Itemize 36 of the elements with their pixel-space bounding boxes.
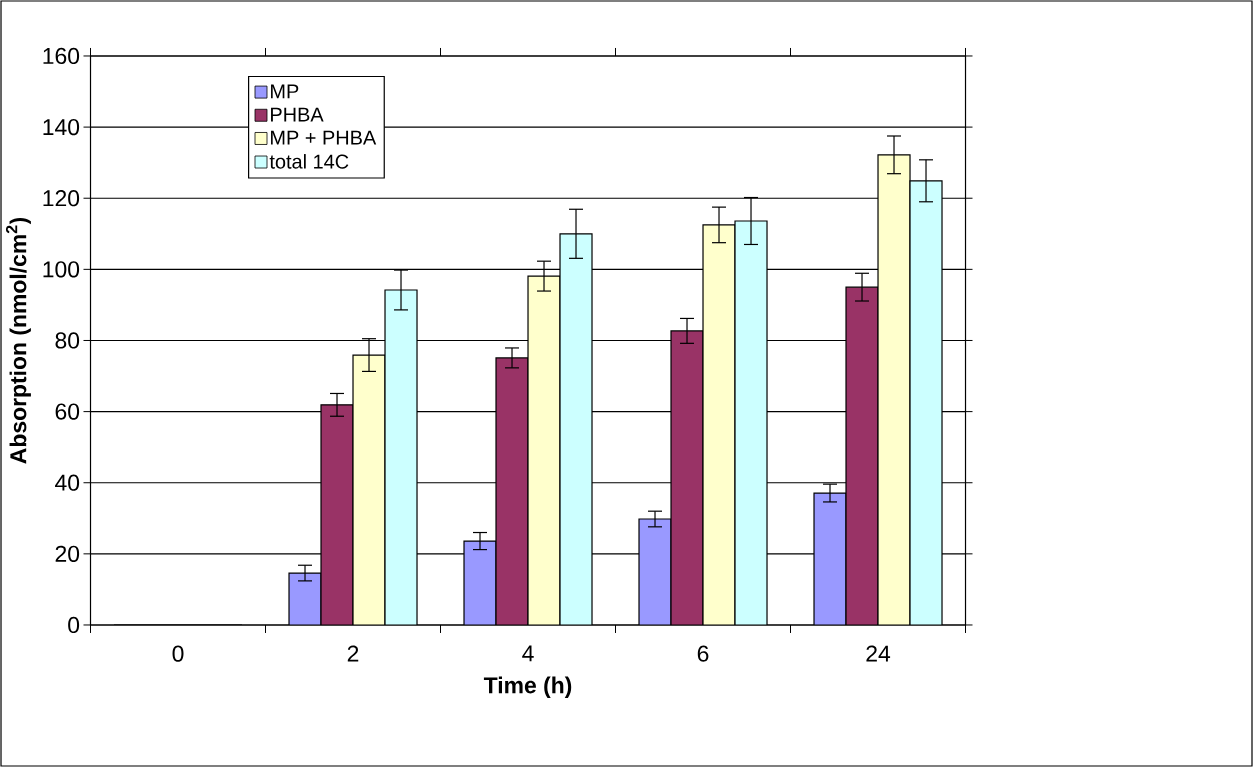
bar: [288, 572, 322, 625]
bar: [495, 357, 529, 625]
x-tick-label: 4: [522, 645, 534, 662]
y-tick-label: 120: [43, 190, 80, 207]
x-axis-title: Time (h): [483, 676, 572, 698]
y-tick-label: 100: [43, 261, 80, 278]
bar: [463, 540, 497, 625]
y-tick-label: 40: [55, 474, 80, 491]
x-tick-label: 24: [866, 645, 891, 662]
legend-label: total 14C: [269, 154, 349, 169]
bar: [527, 275, 561, 625]
bar: [638, 518, 672, 625]
legend-label: PHBA: [271, 107, 324, 122]
y-tick-label: 80: [55, 332, 80, 349]
legend-label: MP: [271, 84, 299, 99]
y-tick-label: 160: [43, 47, 80, 65]
bar: [734, 220, 768, 625]
y-tick-label: 20: [55, 545, 80, 562]
bar: [813, 492, 847, 625]
bar: [702, 224, 736, 625]
x-tick-label: 2: [347, 645, 359, 662]
bar: [877, 154, 911, 625]
bar: [559, 233, 593, 625]
legend-label: MP + PHBA: [271, 130, 377, 145]
y-tick-label: 140: [43, 119, 80, 136]
y-tick-label: 60: [55, 403, 80, 420]
bar: [320, 404, 354, 625]
bar: [845, 286, 879, 625]
x-tick-label: 6: [697, 645, 709, 662]
bar: [670, 330, 704, 625]
y-tick-label: 0: [68, 616, 80, 634]
y-axis-title: Absorption (nmol/cm$^{2}$): [5, 217, 31, 464]
bar: [352, 354, 386, 625]
bar: [909, 180, 943, 625]
bar: [384, 289, 418, 625]
x-tick-label: 0: [172, 645, 184, 662]
